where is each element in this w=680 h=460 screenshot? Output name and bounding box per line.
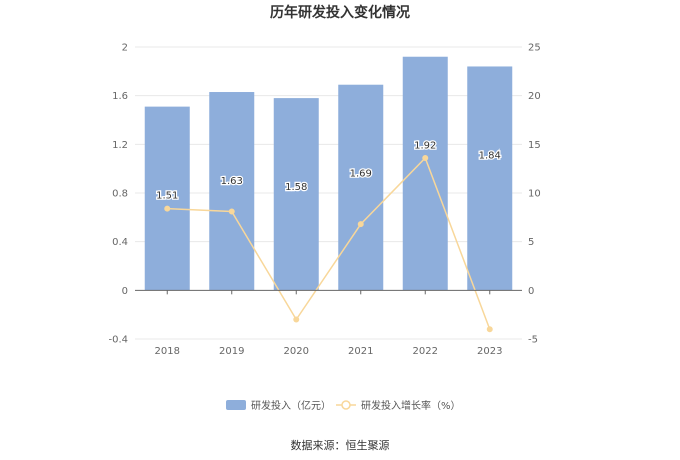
y-left-tick-label: 0.4 [112, 237, 128, 248]
legend-label-bar[interactable]: 研发投入（亿元） [251, 399, 331, 412]
bar-layer [144, 56, 513, 291]
grid-layer [135, 46, 522, 340]
source-note: 数据来源：恒生聚源 [291, 438, 390, 452]
growth-rate-point-2023[interactable] [486, 326, 493, 333]
bar-2023[interactable] [467, 66, 513, 291]
bar-2020[interactable] [273, 98, 319, 291]
y-left-tick-label: -0.4 [108, 335, 128, 346]
bar-value-label: 1.69 [350, 169, 372, 180]
x-tick-label: 2020 [284, 346, 309, 357]
bar-value-label: 1.63 [221, 176, 243, 187]
growth-rate-point-2018[interactable] [164, 205, 171, 212]
y-right-tick-label: 5 [528, 237, 534, 248]
bar-2019[interactable] [209, 92, 255, 291]
chart-title: 历年研发投入变化情况 [270, 4, 410, 21]
growth-rate-point-2021[interactable] [357, 221, 364, 228]
bar-value-label: 1.58 [285, 182, 307, 193]
label-layer: 1.51 1.63 1.58 1.69 1.92 1.84 [155, 139, 502, 202]
y-right-tick-label: 20 [528, 91, 541, 102]
bar-2021[interactable] [338, 84, 384, 291]
bar-2018[interactable] [144, 106, 190, 291]
bar-value-label: 1.92 [414, 141, 436, 152]
x-tick-label: 2022 [413, 346, 438, 357]
y-right-tick-label: 0 [528, 286, 534, 297]
y-left-tick-label: 2 [122, 43, 128, 54]
y-right-tick-label: 25 [528, 43, 541, 54]
y-left-tick-label: 0.8 [112, 189, 128, 200]
axis-layer: -0.4 0 0.4 0.8 1.2 1.6 2 -5 0 5 10 15 20 25 2018 2019 20… [108, 43, 540, 358]
bar-value-label: 1.51 [156, 191, 178, 202]
y-left-tick-label: 0 [122, 286, 128, 297]
legend-swatch-line-marker[interactable] [341, 400, 351, 410]
legend: 研发投入（亿元） 研发投入增长率（%） [226, 399, 461, 412]
x-tick-label: 2019 [219, 346, 244, 357]
growth-rate-line [167, 156, 491, 330]
bar-value-label: 1.84 [479, 150, 501, 161]
x-tick-label: 2021 [348, 346, 373, 357]
x-tick-label: 2018 [155, 346, 180, 357]
legend-swatch-bar[interactable] [226, 400, 246, 410]
x-tick-label: 2023 [477, 346, 502, 357]
y-left-tick-label: 1.6 [112, 91, 128, 102]
y-left-tick-label: 1.2 [112, 140, 128, 151]
y-right-tick-label: 15 [528, 140, 541, 151]
line-layer [164, 154, 493, 333]
growth-rate-point-2019[interactable] [228, 208, 235, 215]
y-right-tick-label: 10 [528, 189, 541, 200]
legend-label-line[interactable]: 研发投入增长率（%） [361, 399, 461, 412]
growth-rate-point-2022[interactable] [422, 154, 429, 161]
y-right-tick-label: -5 [528, 335, 538, 346]
growth-rate-point-2020[interactable] [293, 316, 300, 323]
